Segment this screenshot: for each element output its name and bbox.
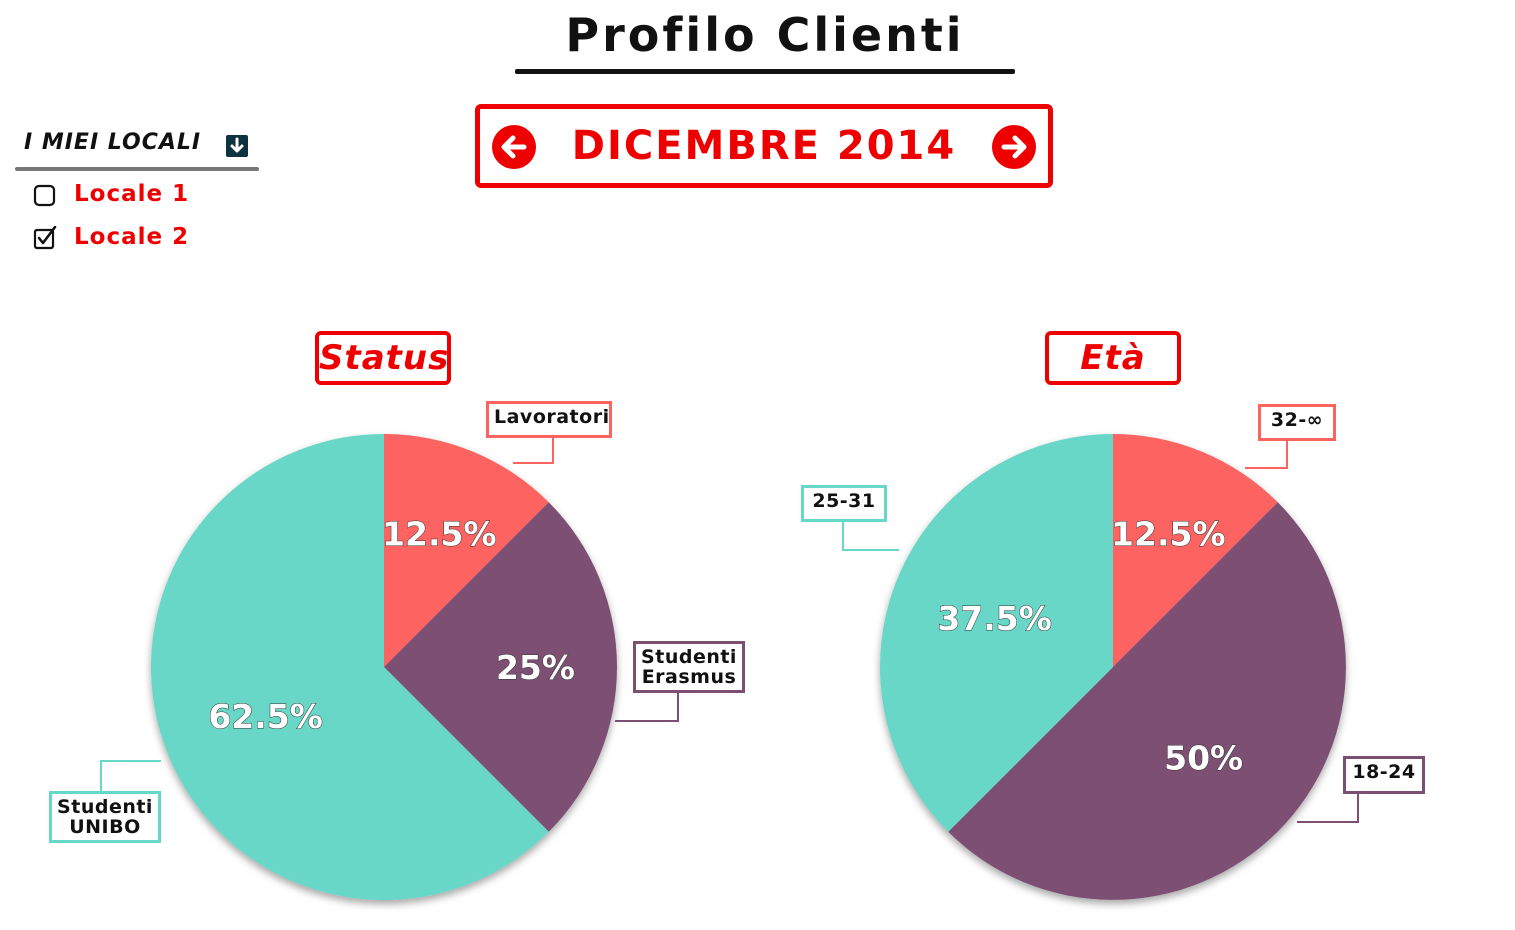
callout-connector (1245, 441, 1288, 469)
arrow-right-circle-icon (1001, 135, 1027, 159)
month-navigator: DICEMBRE 2014 (475, 104, 1053, 188)
slice-percent-label: 12.5% (1111, 515, 1226, 554)
pie-slice (948, 502, 1346, 900)
locali-dropdown-button[interactable] (226, 135, 248, 157)
callout-connector (842, 522, 899, 551)
callout-studenti-erasmus: Studenti Erasmus (633, 641, 745, 693)
current-month-label: DICEMBRE 2014 (571, 123, 957, 169)
callout-connector (100, 760, 161, 791)
status-pie: 12.5% 25% 62.5% (100, 434, 679, 900)
eta-pie: 12.5% 50% 37.5% (842, 434, 1359, 900)
locali-divider (15, 167, 259, 171)
callout-studenti-unibo: Studenti UNIBO (49, 791, 161, 843)
pie-slice (1113, 434, 1278, 667)
callout-connector (1297, 794, 1359, 823)
checkbox-unchecked-icon[interactable] (33, 183, 57, 207)
callout-32-plus: 32-∞ (1258, 404, 1336, 441)
locale-item-label: Locale 1 (74, 181, 190, 207)
callout-connector (615, 693, 679, 722)
locali-header: I MIEI LOCALI (24, 130, 202, 155)
slice-percent-label: 50% (1164, 739, 1243, 778)
title-underline (515, 69, 1015, 74)
pie-slice (384, 502, 617, 832)
checkbox-checked-icon[interactable] (33, 226, 57, 250)
pie-slice (879, 434, 1113, 832)
status-chart-title: Status (315, 331, 451, 385)
callout-25-31: 25-31 (801, 485, 887, 522)
page-title: Profilo Clienti (565, 8, 965, 62)
locale-item-label: Locale 2 (74, 224, 190, 250)
next-month-button[interactable] (992, 125, 1036, 169)
slice-percent-label: 12.5% (382, 515, 497, 554)
callout-18-24: 18-24 (1343, 756, 1425, 794)
pie-slice (150, 434, 549, 900)
eta-chart-title: Età (1045, 331, 1181, 385)
slice-percent-label: 37.5% (937, 599, 1052, 638)
slice-percent-label: 25% (496, 648, 575, 687)
previous-month-button[interactable] (492, 125, 536, 169)
arrow-left-circle-icon (501, 135, 527, 159)
pie-slice (384, 434, 549, 667)
arrow-down-square-icon (230, 137, 244, 153)
callout-lavoratori: Lavoratori (486, 401, 612, 438)
slice-percent-label: 62.5% (208, 697, 323, 736)
callout-connector (513, 437, 554, 464)
